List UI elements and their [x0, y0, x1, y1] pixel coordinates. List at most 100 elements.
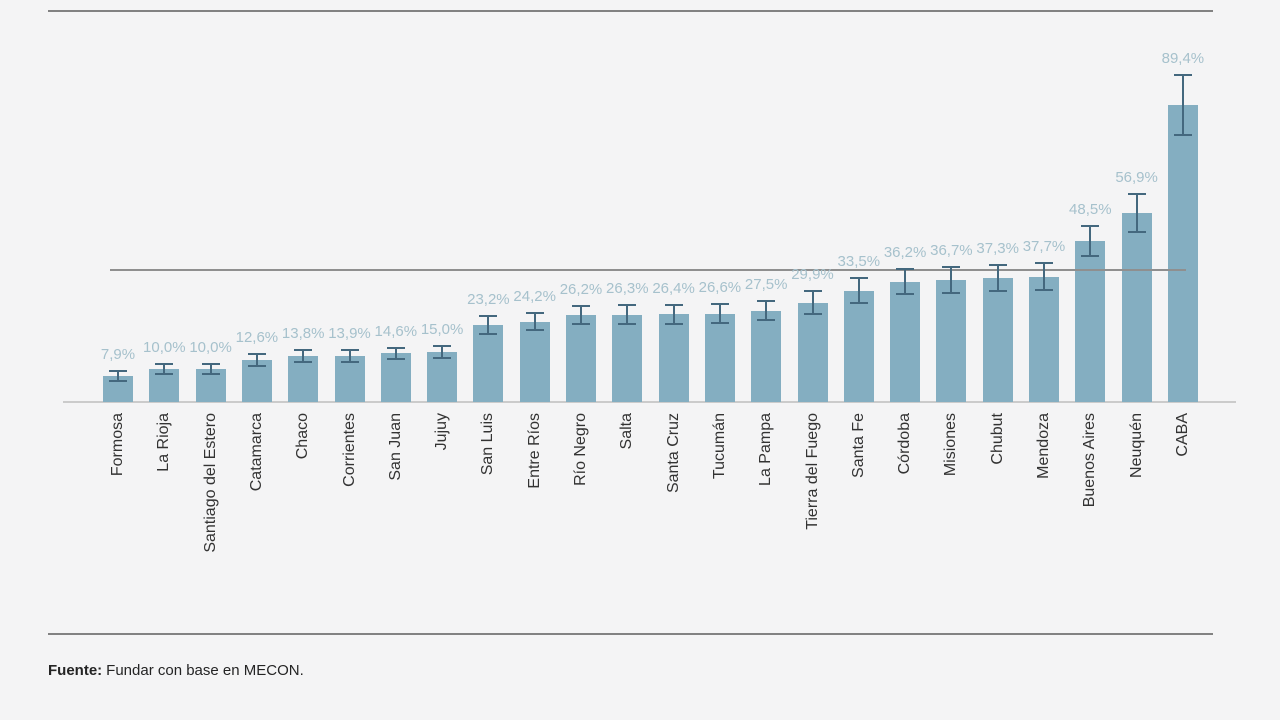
- value-label: 37,3%: [976, 239, 1019, 257]
- axis-label: Tierra del Fuego: [803, 413, 821, 530]
- error-bar-stem: [718, 304, 721, 323]
- value-label: 14,6%: [374, 322, 418, 340]
- value-label: 23,2%: [467, 290, 510, 308]
- bar: [519, 321, 550, 402]
- error-bar-cap-bottom: [664, 322, 683, 325]
- bar: [890, 281, 921, 402]
- axis-label: San Luis: [479, 413, 497, 476]
- error-bar-cap-top: [664, 303, 683, 306]
- value-label: 13,9%: [328, 324, 371, 342]
- error-bar-stem: [811, 291, 814, 315]
- error-bar-cap-top: [109, 369, 127, 372]
- error-bar-cap-top: [201, 362, 220, 365]
- error-bar-stem: [441, 346, 444, 359]
- error-bar-cap-top: [1127, 193, 1146, 196]
- error-bar-cap-top: [479, 314, 498, 317]
- bar: [982, 278, 1013, 402]
- value-label: 10,0%: [189, 338, 232, 356]
- bar: [427, 352, 458, 402]
- error-bar-stem: [209, 363, 212, 374]
- error-bar-cap-top: [247, 353, 266, 356]
- error-bar-cap-bottom: [155, 372, 174, 375]
- axis-label: Formosa: [109, 413, 126, 477]
- axis-label: Corrientes: [340, 413, 358, 487]
- error-bar-cap-top: [386, 346, 405, 349]
- error-bar-cap-bottom: [433, 357, 452, 360]
- axis-label: La Pampa: [757, 413, 775, 486]
- error-bar-stem: [533, 313, 536, 330]
- bar: [288, 356, 319, 402]
- error-bar-stem: [904, 269, 907, 295]
- axis-label: Catamarca: [247, 413, 265, 492]
- bar: [843, 290, 874, 402]
- axis-label: Misiones: [942, 413, 960, 477]
- value-label: 26,4%: [652, 279, 695, 297]
- error-bar-cap-top: [525, 312, 544, 315]
- error-bar-cap-top: [757, 300, 776, 303]
- error-bar-cap-bottom: [479, 333, 498, 336]
- x-axis-line: [63, 401, 1236, 403]
- error-bar-cap-top: [849, 277, 868, 280]
- axis-label: San Juan: [386, 413, 404, 481]
- source-label: Fuente:: [48, 662, 103, 679]
- bar: [1029, 276, 1059, 402]
- error-bar-stem: [394, 347, 397, 360]
- bar: [704, 313, 735, 402]
- error-bar-cap-bottom: [525, 328, 544, 331]
- error-bar-cap-top: [155, 362, 174, 365]
- value-label: 12,6%: [235, 329, 279, 347]
- value-label: 26,3%: [606, 280, 649, 298]
- axis-label: Jujuy: [433, 413, 451, 451]
- error-bar-cap-top: [896, 268, 915, 271]
- value-label: 36,7%: [930, 242, 973, 260]
- value-label: 48,5%: [1069, 200, 1112, 218]
- error-bar-stem: [1135, 194, 1138, 232]
- value-label: 15,0%: [420, 321, 464, 339]
- error-bar-cap-top: [572, 304, 590, 307]
- axis-label: Santa Cruz: [664, 413, 682, 494]
- error-bar-cap-bottom: [757, 318, 776, 321]
- error-bar-stem: [163, 363, 166, 374]
- bar: [334, 355, 365, 402]
- error-bar-cap-top: [710, 303, 729, 306]
- error-bar-stem: [302, 350, 305, 363]
- value-label: 37,7%: [1022, 238, 1066, 256]
- error-bar-cap-top: [340, 348, 359, 351]
- error-bar-stem: [1089, 225, 1092, 257]
- value-label: 89,4%: [1161, 50, 1205, 68]
- error-bar-cap-bottom: [1127, 230, 1146, 233]
- axis-label: La Rioja: [155, 413, 173, 472]
- error-bar-cap-bottom: [942, 291, 961, 294]
- axis-label: Córdoba: [896, 413, 914, 475]
- bar: [473, 324, 504, 402]
- bar: [1075, 240, 1106, 402]
- error-bar-cap-top: [988, 263, 1007, 266]
- value-label: 36,2%: [883, 244, 927, 262]
- error-bar-cap-bottom: [1173, 133, 1192, 136]
- value-label: 24,2%: [513, 288, 556, 306]
- error-bar-stem: [857, 278, 860, 304]
- bar: [380, 353, 411, 402]
- error-bar-stem: [1043, 263, 1045, 291]
- bar: [658, 314, 689, 402]
- bar: [936, 280, 967, 402]
- value-label: 29,9%: [791, 266, 834, 284]
- error-bar-stem: [255, 354, 258, 367]
- error-bar-cap-top: [1173, 74, 1192, 77]
- axis-label: Río Negro: [572, 413, 589, 486]
- error-bar-cap-bottom: [1035, 289, 1053, 292]
- source-text: Fundar con base en MECON.: [106, 662, 304, 679]
- axis-label: Santiago del Estero: [201, 413, 219, 553]
- bar: [1167, 105, 1198, 402]
- bottom-divider: [48, 633, 1213, 635]
- source-note: Fuente: Fundar con base en MECON.: [48, 662, 304, 679]
- error-bar-cap-bottom: [803, 313, 822, 316]
- bar: [1121, 212, 1152, 402]
- error-bar-stem: [626, 305, 629, 324]
- error-bar-cap-bottom: [618, 322, 637, 325]
- error-bar-cap-top: [942, 266, 961, 269]
- error-bar-cap-top: [1081, 224, 1100, 227]
- error-bar-cap-top: [803, 290, 822, 293]
- error-bar-cap-top: [1035, 262, 1053, 265]
